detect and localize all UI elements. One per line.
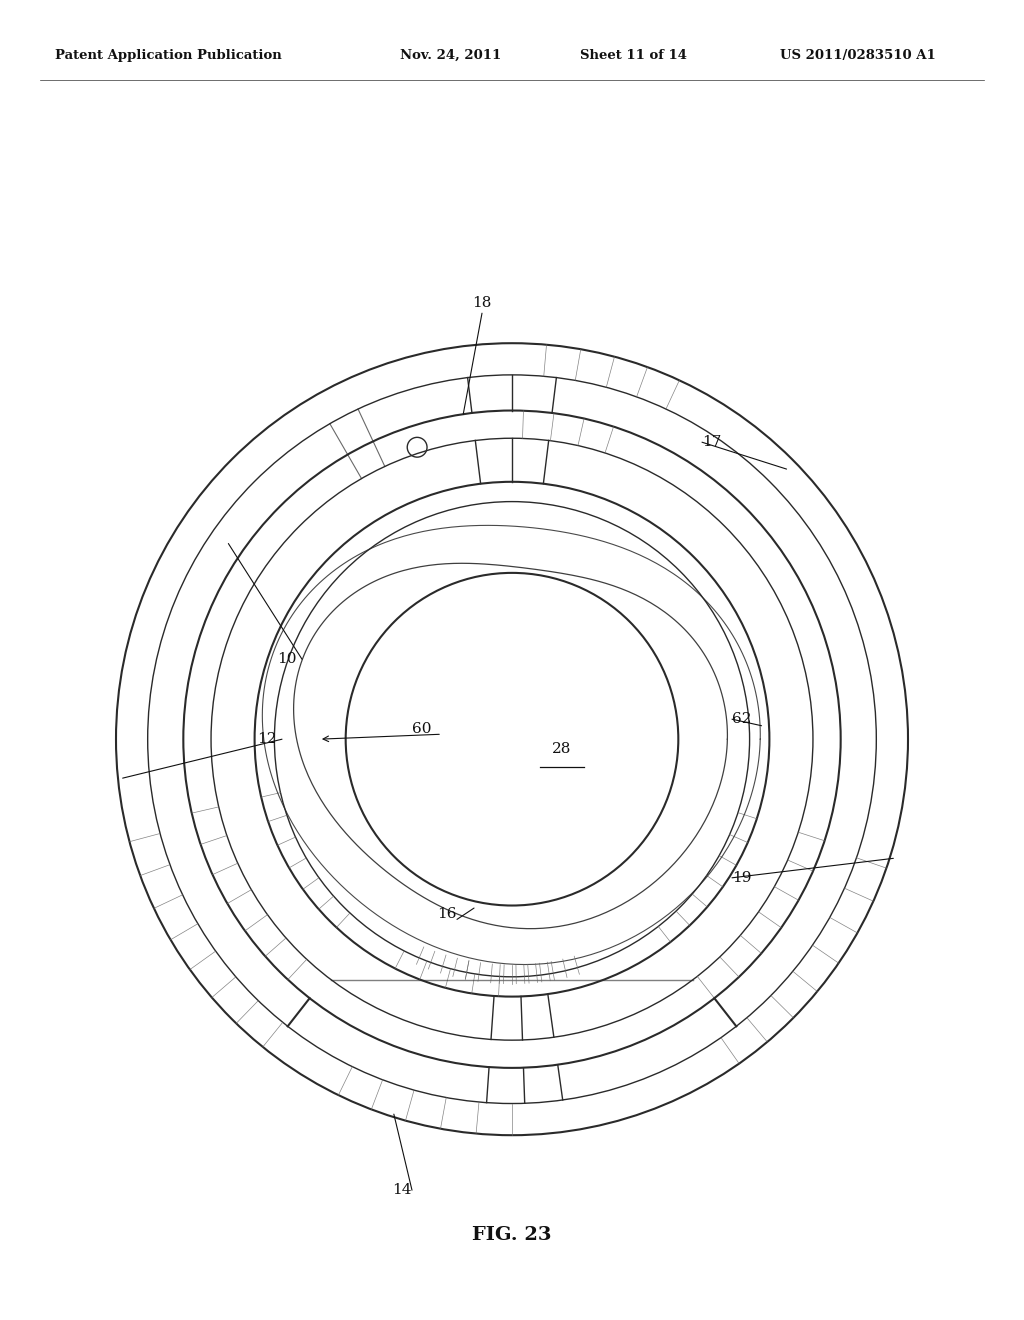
- Text: US 2011/0283510 A1: US 2011/0283510 A1: [780, 49, 936, 62]
- Text: FIG. 23: FIG. 23: [472, 1226, 552, 1245]
- Text: 16: 16: [437, 907, 457, 921]
- Text: 17: 17: [702, 436, 722, 449]
- Text: 28: 28: [552, 742, 571, 756]
- Text: 14: 14: [392, 1183, 412, 1197]
- Text: 19: 19: [732, 871, 752, 884]
- Text: 60: 60: [413, 722, 432, 737]
- Text: Nov. 24, 2011: Nov. 24, 2011: [400, 49, 502, 62]
- Text: 62: 62: [732, 713, 752, 726]
- Text: 12: 12: [257, 733, 276, 746]
- Text: 10: 10: [278, 652, 297, 667]
- Text: 18: 18: [472, 296, 492, 310]
- Text: Sheet 11 of 14: Sheet 11 of 14: [580, 49, 687, 62]
- Text: Patent Application Publication: Patent Application Publication: [55, 49, 282, 62]
